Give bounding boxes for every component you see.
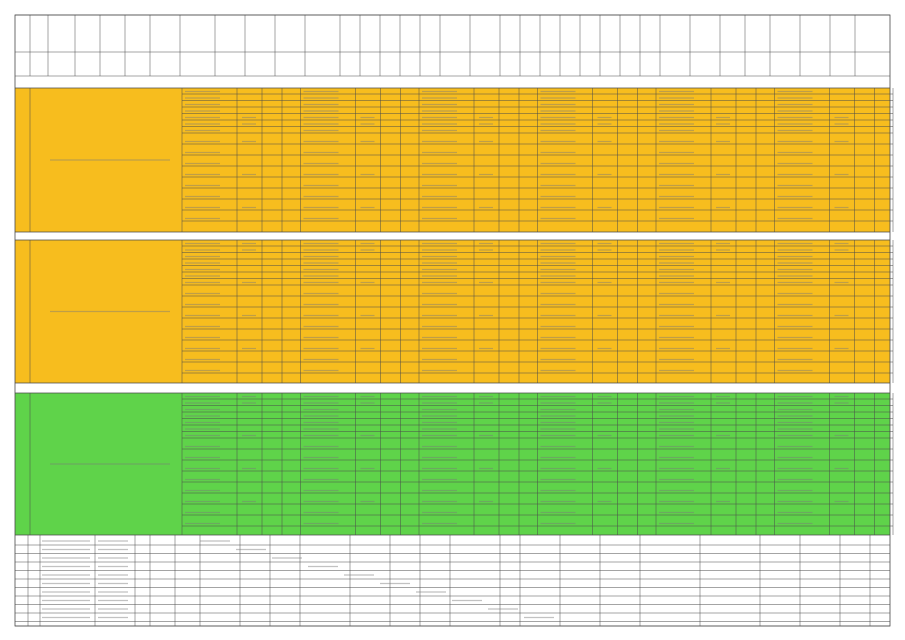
band — [15, 240, 890, 383]
band — [15, 88, 890, 232]
band — [15, 15, 890, 88]
band — [15, 232, 890, 240]
frame — [14, 14, 891, 627]
band — [15, 383, 890, 393]
band — [15, 535, 890, 626]
band — [15, 393, 890, 535]
